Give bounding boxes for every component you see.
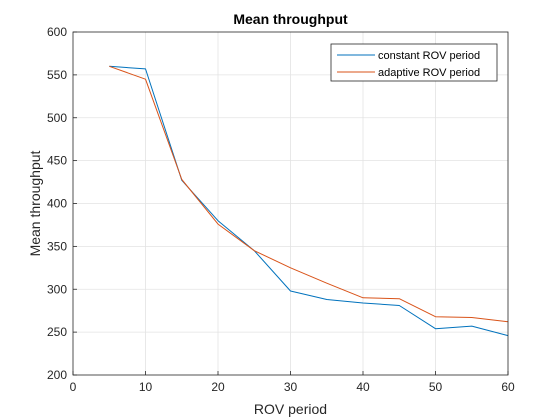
y-tick-label: 200 [47, 368, 67, 382]
grid [73, 32, 508, 375]
x-tick-label: 0 [70, 380, 77, 394]
chart-title: Mean throughput [233, 11, 348, 27]
y-axis-label: Mean throughput [27, 150, 43, 256]
legend-label-adaptive: adaptive ROV period [378, 67, 480, 79]
y-tick-label: 600 [47, 25, 67, 39]
x-tick-label: 30 [284, 380, 298, 394]
x-axis-label: ROV period [254, 401, 327, 417]
legend-box [330, 43, 498, 82]
x-tick-label: 50 [429, 380, 443, 394]
y-tick-label: 450 [47, 154, 67, 168]
y-tick-label: 550 [47, 68, 67, 82]
x-tick-label: 40 [356, 380, 370, 394]
legend: constant ROV period adaptive ROV period [330, 43, 498, 82]
series-group [109, 65, 509, 337]
x-tick-label: 10 [139, 380, 153, 394]
y-tick-label: 350 [47, 239, 67, 253]
x-tick-label: 60 [501, 380, 515, 394]
legend-label-constant: constant ROV period [378, 50, 480, 62]
x-tick-label: 20 [211, 380, 225, 394]
y-ticks: 200 250 300 350 400 450 500 550 600 [47, 25, 77, 382]
y-tick-label: 250 [47, 325, 67, 339]
y-tick-label: 500 [47, 111, 67, 125]
x-ticks: 0 10 20 30 40 50 60 [70, 371, 515, 394]
y-tick-label: 300 [47, 282, 67, 296]
y-tick-label: 400 [47, 197, 67, 211]
series-line-adaptive [109, 65, 509, 323]
